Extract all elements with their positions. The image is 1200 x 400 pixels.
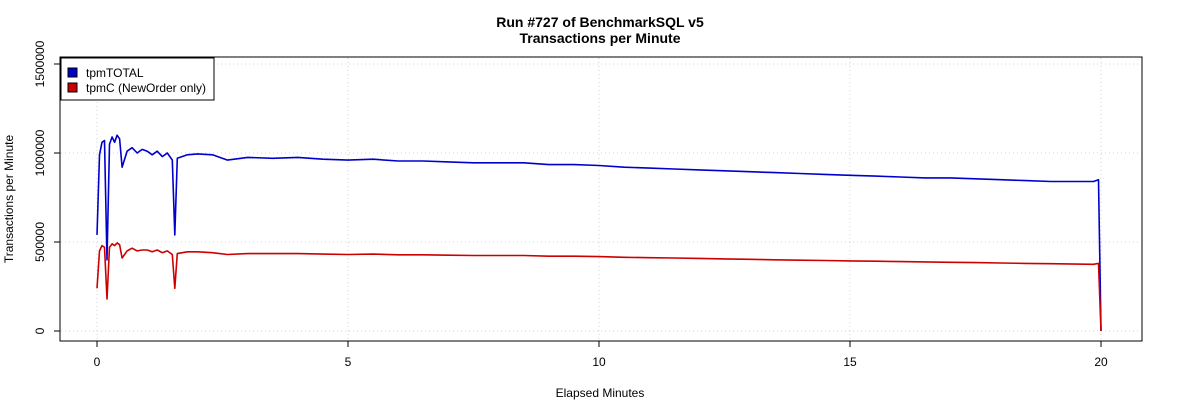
y-tick-label: 500000 — [33, 222, 47, 262]
x-tick-label: 5 — [345, 355, 352, 369]
legend-box — [60, 57, 215, 101]
y-tick-label: 1000000 — [33, 129, 47, 176]
legend-swatch-tpmtotal — [67, 67, 78, 78]
x-tick-label: 15 — [843, 355, 857, 369]
grid — [61, 58, 1141, 340]
chart-title: Run #727 of BenchmarkSQL v5 — [496, 14, 704, 30]
legend-swatch-tpmc — [67, 82, 78, 93]
y-axis: 0 500000 1000000 1500000 — [33, 40, 60, 334]
y-tick-label: 1500000 — [33, 40, 47, 87]
y-tick-label: 0 — [33, 327, 47, 334]
x-tick-label: 20 — [1094, 355, 1108, 369]
x-tick-label: 10 — [592, 355, 606, 369]
legend: tpmTOTAL tpmC (NewOrder only) — [60, 57, 215, 101]
series-line-tpmtotal — [96, 134, 1102, 332]
legend-label-tpmc: tpmC (NewOrder only) — [86, 81, 206, 95]
x-axis-label: Elapsed Minutes — [556, 386, 645, 400]
series-line-tpmc — [96, 242, 1102, 332]
plot-frame — [59, 56, 1143, 342]
series-lines — [96, 134, 1102, 332]
chart-subtitle: Transactions per Minute — [519, 30, 680, 46]
x-tick-label: 0 — [94, 355, 101, 369]
y-axis-label: Transactions per Minute — [2, 135, 16, 264]
x-axis: 0 5 10 15 20 — [94, 341, 1108, 369]
legend-label-tpmtotal: tpmTOTAL — [86, 66, 144, 80]
